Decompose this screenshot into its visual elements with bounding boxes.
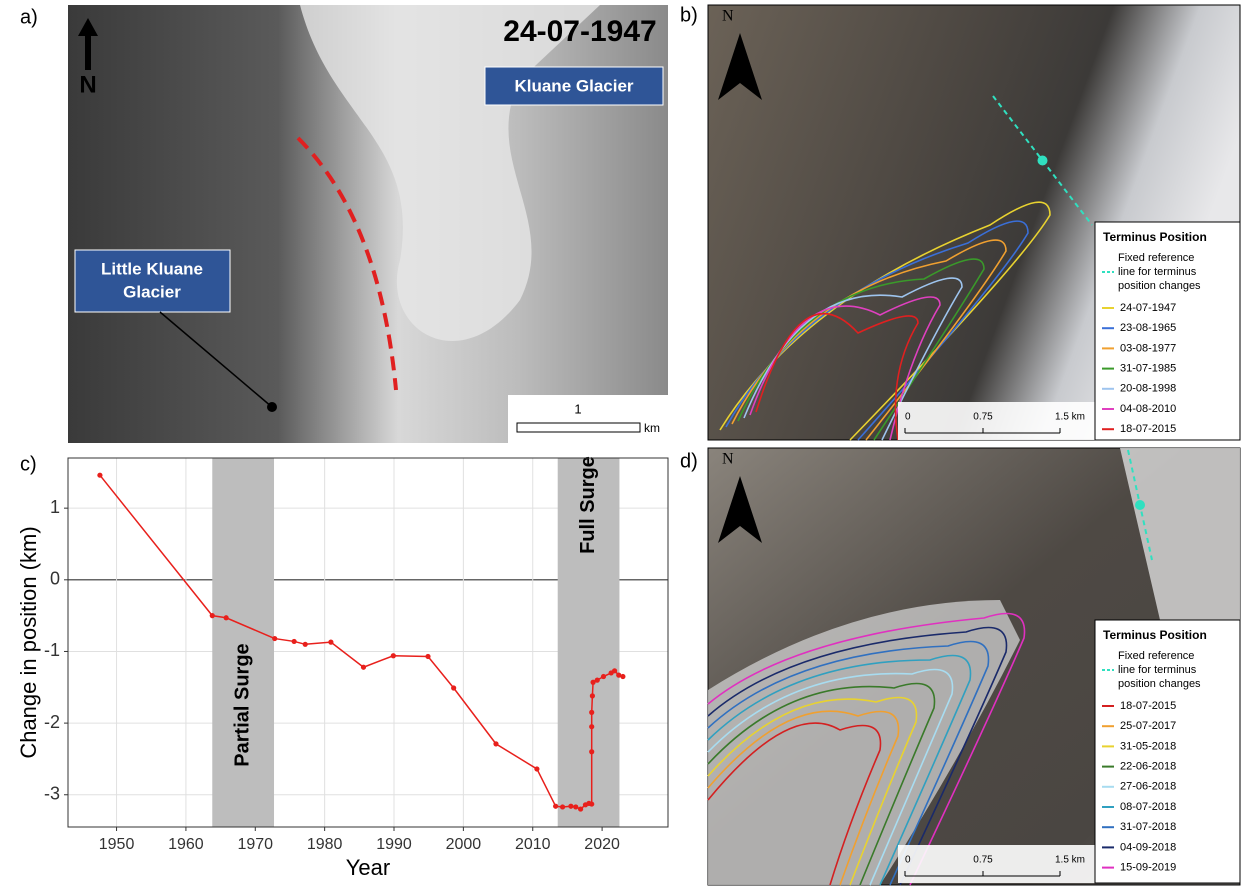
data-point [589, 724, 594, 729]
legend-entry: 18-07-2015 [1120, 700, 1176, 712]
reference-point [1135, 500, 1145, 510]
data-point [595, 678, 600, 683]
data-point [601, 674, 606, 679]
reference-point [1038, 156, 1048, 166]
data-point [560, 804, 565, 809]
north-label: N [722, 451, 734, 468]
surge-period [212, 458, 274, 827]
scale-label: 1 [574, 401, 581, 416]
legend-text: line for terminus [1118, 664, 1197, 676]
y-tick-label: -1 [44, 640, 60, 660]
data-point [573, 804, 578, 809]
data-point [303, 642, 308, 647]
legend-entry: 18-07-2015 [1120, 423, 1176, 435]
panel-label: c) [20, 453, 37, 475]
date-label: 24-07-1947 [503, 15, 656, 48]
data-point [292, 639, 297, 644]
legend-entry: 22-06-2018 [1120, 761, 1176, 773]
data-point [589, 749, 594, 754]
scale-label: 1.5 km [1055, 855, 1085, 866]
legend-entry: 25-07-2017 [1120, 720, 1176, 732]
page: { "panel_a": {"label": "a)", "date": "24… [0, 0, 1243, 893]
y-tick-label: -2 [44, 712, 60, 732]
legend-entry: 31-07-2018 [1120, 821, 1176, 833]
legend-entry: 03-08-1977 [1120, 342, 1176, 354]
x-tick-label: 1970 [237, 836, 273, 853]
data-point [210, 613, 215, 618]
x-tick-label: 1980 [307, 836, 343, 853]
scale-label: 0 [905, 412, 911, 423]
x-tick-label: 2010 [515, 836, 551, 853]
data-point [451, 685, 456, 690]
x-axis-title: Year [346, 855, 390, 880]
y-axis-title: Change in position (km) [16, 526, 41, 758]
legend-entry: 15-09-2019 [1120, 862, 1176, 874]
glacier-label: Little Kluane [101, 259, 203, 278]
x-tick-label: 2020 [584, 836, 620, 853]
x-tick-label: 1990 [376, 836, 412, 853]
surge-label: Full Surge [577, 456, 599, 554]
data-point [272, 636, 277, 641]
chart: c) -3 -2 -1 0 1 1950 1960 1970 1980 1990 2000 2010 20… [16, 453, 668, 880]
data-point [620, 674, 625, 679]
data-point [568, 804, 573, 809]
data-point [589, 801, 594, 806]
north-label: N [79, 71, 96, 98]
panel-label: d) [680, 450, 698, 472]
data-point [578, 806, 583, 811]
legend-title: Terminus Position [1103, 628, 1207, 642]
data-point [553, 804, 558, 809]
legend-text: position changes [1118, 678, 1201, 690]
panel-label: b) [680, 4, 698, 26]
scale-label: 1.5 km [1055, 412, 1085, 423]
data-point [328, 640, 333, 645]
glacier-label: Kluane Glacier [514, 76, 633, 95]
x-tick-label: 1960 [168, 836, 204, 853]
legend-entry: 24-07-1947 [1120, 302, 1176, 314]
legend-entry: 31-07-1985 [1120, 363, 1176, 375]
scale-box [508, 395, 668, 443]
north-label: N [722, 8, 734, 25]
legend-entry: 27-06-2018 [1120, 781, 1176, 793]
figure: a) 24-07-1947 N Kluane Glacier Little Kl… [0, 0, 1243, 888]
legend-entry: 08-07-2018 [1120, 801, 1176, 813]
glacier-label: Glacier [123, 282, 181, 301]
data-point [361, 665, 366, 670]
x-tick-label: 2000 [446, 836, 482, 853]
data-point [391, 653, 396, 658]
legend-entry: 04-09-2018 [1120, 841, 1176, 853]
legend-text: position changes [1118, 280, 1201, 292]
legend-entry: 23-08-1965 [1120, 322, 1176, 334]
scale-unit: km [644, 421, 660, 435]
legend-text: Fixed reference [1118, 252, 1194, 264]
data-point [493, 741, 498, 746]
scale-label: 0 [905, 855, 911, 866]
legend-entry: 31-05-2018 [1120, 740, 1176, 752]
legend-entry: 20-08-1998 [1120, 383, 1176, 395]
legend-entry: 04-08-2010 [1120, 403, 1176, 415]
legend-title: Terminus Position [1103, 230, 1207, 244]
scale-label: 0.75 [973, 412, 993, 423]
data-point [224, 615, 229, 620]
y-tick-label: -3 [44, 784, 60, 804]
legend-text: line for terminus [1118, 266, 1197, 278]
y-tick-label: 0 [50, 569, 60, 589]
data-point [612, 668, 617, 673]
surge-label: Partial Surge [231, 643, 253, 766]
data-point [97, 473, 102, 478]
panel-label: a) [20, 6, 38, 28]
data-point [534, 766, 539, 771]
data-point [589, 710, 594, 715]
data-point [590, 693, 595, 698]
legend-text: Fixed reference [1118, 650, 1194, 662]
y-tick-label: 1 [50, 497, 60, 517]
x-tick-label: 1950 [99, 836, 135, 853]
scale-label: 0.75 [973, 855, 993, 866]
location-dot [267, 402, 277, 412]
data-point [425, 654, 430, 659]
